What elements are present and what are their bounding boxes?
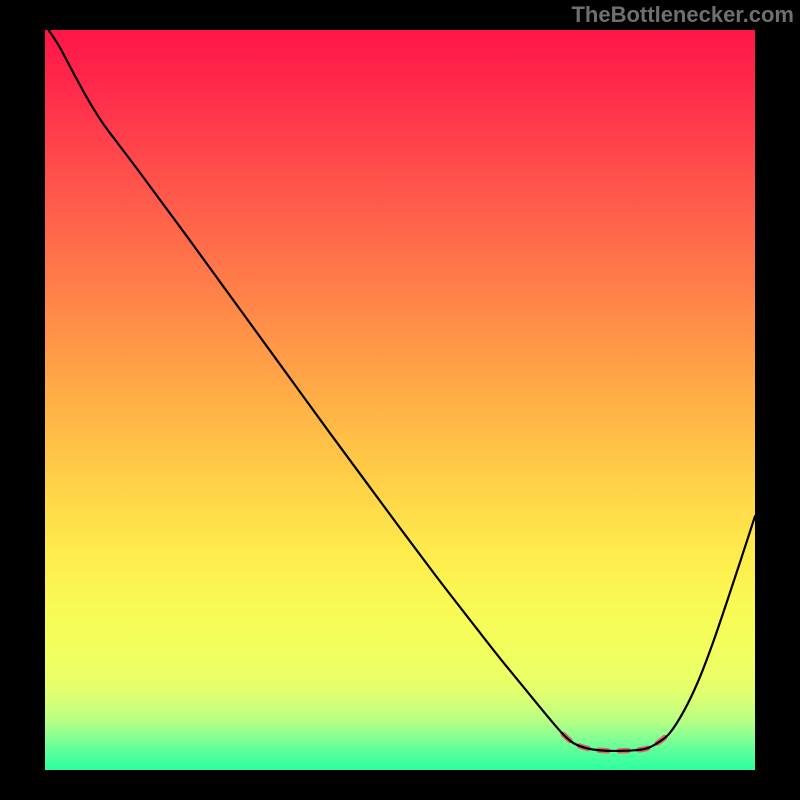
chart-container: TheBottlenecker.com: [0, 0, 800, 800]
watermark-text: TheBottlenecker.com: [571, 2, 794, 28]
chart-plot-area: [45, 30, 755, 770]
bottleneck-chart: [0, 0, 800, 800]
